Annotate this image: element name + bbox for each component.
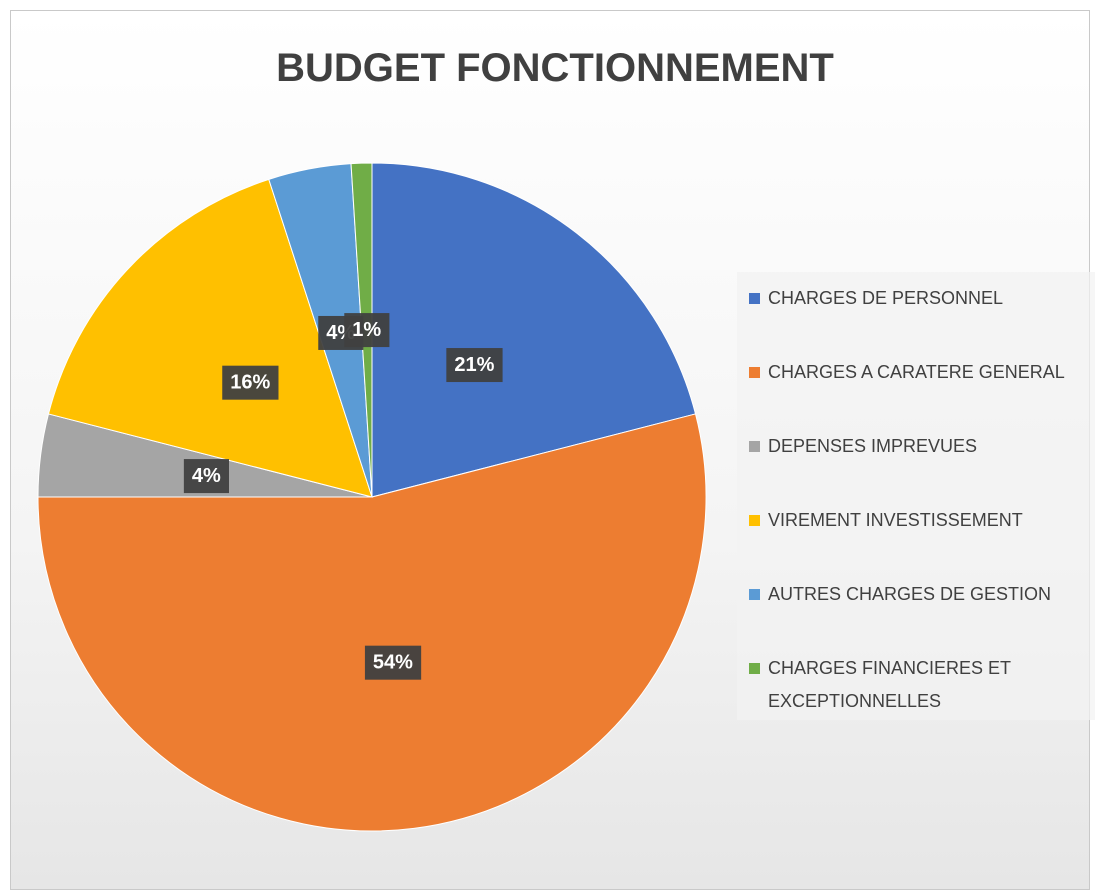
legend-label: VIREMENT INVESTISSEMENT bbox=[768, 510, 1023, 530]
legend-swatch bbox=[749, 367, 760, 378]
data-label-box bbox=[364, 645, 422, 680]
legend-label: CHARGES DE PERSONNEL bbox=[768, 288, 1004, 308]
legend-item: DEPENSES IMPREVUES bbox=[749, 430, 1089, 463]
legend: CHARGES DE PERSONNEL CHARGES A CARATERE G… bbox=[737, 272, 1095, 720]
data-label-box bbox=[344, 313, 390, 348]
chart-title: BUDGET FONCTIONNEMENT bbox=[276, 46, 834, 90]
data-label: 54% bbox=[373, 652, 413, 674]
data-label: 1% bbox=[352, 319, 381, 341]
legend-label: DEPENSES IMPREVUES bbox=[768, 436, 978, 456]
data-label: 16% bbox=[230, 372, 270, 394]
pie-slice bbox=[47, 178, 373, 498]
data-label: 4% bbox=[192, 465, 221, 487]
legend-label: CHARGES FINANCIERES ET EXCEPTIONNELLES bbox=[768, 658, 1011, 711]
legend-swatch bbox=[749, 589, 760, 600]
legend-label: CHARGES A CARATERE GENERAL bbox=[768, 362, 1065, 382]
legend-label: AUTRES CHARGES DE GESTION bbox=[768, 584, 1052, 604]
data-label-box bbox=[222, 365, 279, 400]
data-label: 21% bbox=[454, 354, 494, 376]
legend-swatch bbox=[749, 441, 760, 452]
legend-swatch bbox=[749, 293, 760, 304]
legend-swatch bbox=[749, 663, 760, 674]
legend-item: AUTRES CHARGES DE GESTION bbox=[749, 578, 1089, 611]
legend-item: VIREMENT INVESTISSEMENT bbox=[749, 504, 1089, 537]
legend-item: CHARGES A CARATERE GENERAL bbox=[749, 356, 1089, 389]
legend-item: CHARGES FINANCIERES ET EXCEPTIONNELLES bbox=[749, 652, 1089, 718]
legend-item: CHARGES DE PERSONNEL bbox=[749, 282, 1089, 315]
pie-slice bbox=[371, 162, 697, 498]
pie-slice bbox=[37, 413, 707, 832]
data-label-box bbox=[183, 459, 229, 494]
legend-swatch bbox=[749, 515, 760, 526]
data-label-box bbox=[446, 348, 503, 383]
